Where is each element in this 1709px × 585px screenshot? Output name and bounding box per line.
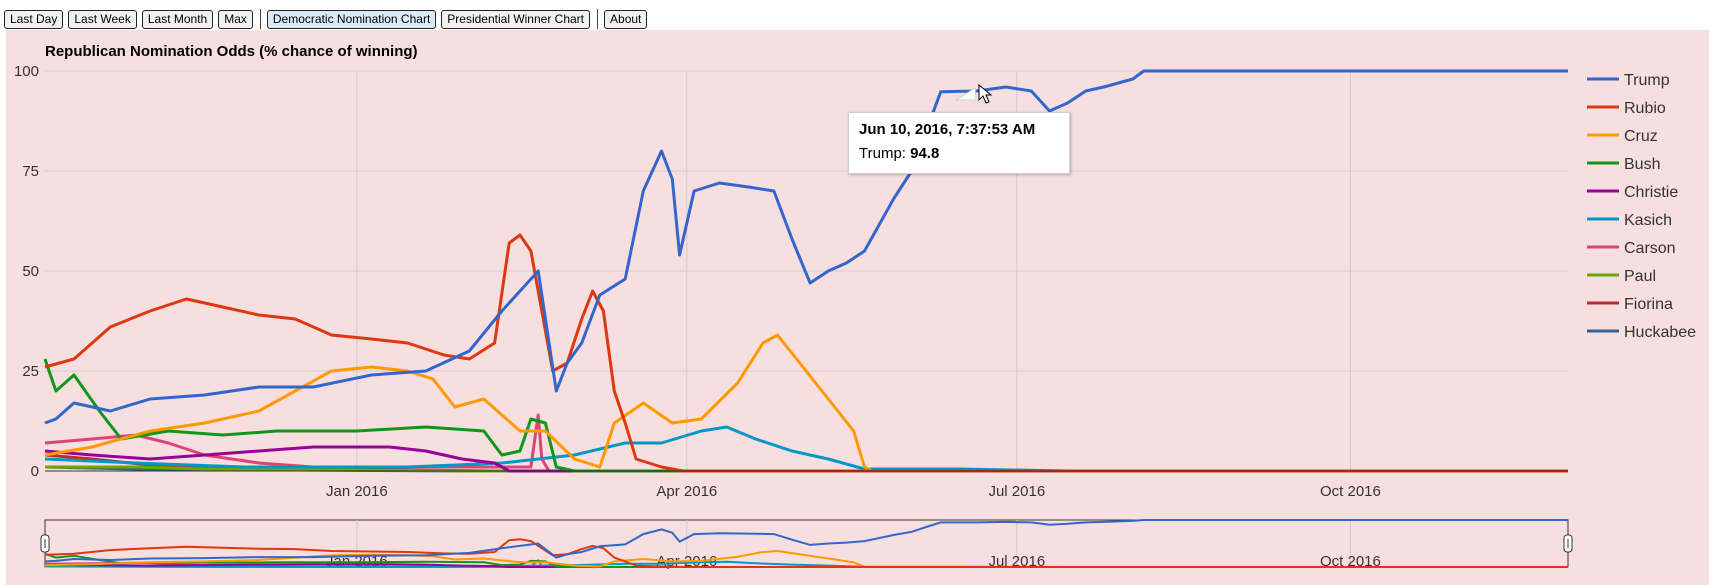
tooltip-pointer (954, 87, 977, 101)
legend-item-rubio[interactable]: Rubio (1624, 100, 1666, 117)
legend-item-huckabee[interactable]: Huckabee (1624, 324, 1696, 341)
chart-title: Republican Nomination Odds (% chance of … (45, 43, 418, 60)
x-tick-label: Jan 2016 (326, 483, 388, 500)
max-button[interactable]: Max (218, 9, 253, 29)
toolbar-divider (597, 9, 599, 29)
y-tick-label: 0 (31, 463, 39, 480)
range-series-line-christie (44, 563, 1568, 568)
legend-item-paul[interactable]: Paul (1624, 268, 1656, 285)
legend-item-trump[interactable]: Trump (1624, 72, 1670, 89)
toolbar-divider (259, 9, 261, 29)
range-tick-label: Jul 2016 (988, 553, 1045, 570)
presidential-winner-chart-button[interactable]: Presidential Winner Chart (441, 9, 591, 29)
series-line-carson (44, 413, 1568, 473)
range-series-line-rubio (44, 538, 1568, 568)
series-line-christie (44, 445, 1568, 473)
last-day-button[interactable]: Last Day (4, 9, 64, 29)
legend-item-cruz[interactable]: Cruz (1624, 128, 1658, 145)
tooltip: Jun 10, 2016, 7:37:53 AM Trump: 94.8 (848, 112, 1070, 174)
series-lines (43, 69, 1568, 473)
y-tick-label: 50 (22, 263, 39, 280)
last-month-button[interactable]: Last Month (141, 9, 214, 29)
series-line-rubio (44, 233, 1568, 473)
range-tick-label: Oct 2016 (1320, 553, 1381, 570)
tooltip-value: 94.8 (910, 145, 940, 162)
y-tick-label: 25 (22, 363, 39, 380)
mouse-cursor-icon (978, 84, 993, 104)
legend-item-kasich[interactable]: Kasich (1624, 212, 1672, 229)
series-line-trump (44, 69, 1568, 425)
series-line-kasich (44, 425, 1568, 473)
y-tick-label: 75 (22, 163, 39, 180)
x-tick-label: Oct 2016 (1320, 483, 1381, 500)
legend-item-fiorina[interactable]: Fiorina (1624, 296, 1673, 313)
tooltip-value-line: Trump: 94.8 (859, 145, 940, 162)
series-line-bush (43, 358, 1568, 473)
range-selector[interactable]: Jan 2016 Apr 2016 Jul 2016 Oct 2016 (40, 519, 1573, 570)
toolbar: Last Day Last Week Last Month Max Democr… (4, 8, 652, 30)
legend[interactable]: Trump Rubio Cruz Bush Christie Kasich Carson Pa… (1587, 72, 1696, 341)
legend-item-carson[interactable]: Carson (1624, 240, 1676, 257)
series-line-cruz (44, 333, 1568, 473)
about-button[interactable]: About (604, 9, 648, 29)
tooltip-series: Trump (859, 145, 902, 162)
tooltip-date: Jun 10, 2016, 7:37:53 AM (859, 121, 1036, 138)
range-series-line-trump (44, 519, 1568, 563)
last-week-button[interactable]: Last Week (68, 9, 137, 29)
legend-item-bush[interactable]: Bush (1624, 156, 1660, 173)
range-series-line-cruz (44, 549, 1568, 568)
axes: 0 25 50 75 100 Jan 2016 Apr 2016 Jul 2016 Oct 20… (14, 63, 1568, 500)
y-tick-label: 100 (14, 63, 39, 80)
democratic-nomination-chart-button[interactable]: Democratic Nomination Chart (266, 9, 437, 29)
x-tick-label: Apr 2016 (656, 483, 717, 500)
x-tick-label: Jul 2016 (988, 483, 1045, 500)
legend-item-christie[interactable]: Christie (1624, 184, 1678, 201)
